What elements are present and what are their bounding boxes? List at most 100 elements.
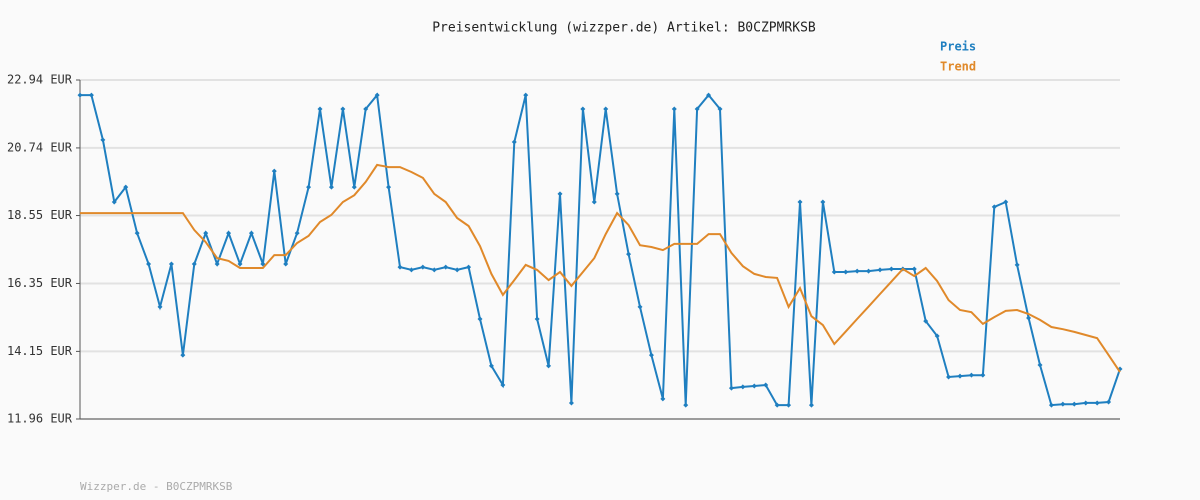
point [1026,315,1032,321]
point [866,268,872,274]
point [511,139,517,145]
point [820,199,826,205]
point [363,106,369,112]
point [591,199,597,205]
point [877,267,883,273]
point [957,373,963,379]
point [317,106,323,112]
point [374,92,380,98]
y-tick-label: 11.96 EUR [7,412,73,426]
point [523,92,529,98]
point [980,372,986,378]
point [1094,400,1100,406]
point [614,191,620,197]
point [340,106,346,112]
point [968,372,974,378]
point [683,402,689,408]
point [1003,199,1009,205]
point [637,304,643,310]
point [991,204,997,210]
point [271,168,277,174]
point [88,92,94,98]
point [134,230,140,236]
point [854,268,860,274]
point [717,106,723,112]
point [797,199,803,205]
point [111,199,117,205]
point [203,230,209,236]
point [1083,400,1089,406]
point [466,264,472,270]
point [431,267,437,273]
point [123,184,129,190]
point [603,106,609,112]
point [477,316,483,322]
point [294,230,300,236]
point [168,261,174,267]
point [534,316,540,322]
point [923,318,929,324]
series-line [80,92,1121,407]
point [351,184,357,190]
point [808,402,814,408]
point [831,269,837,275]
point [843,269,849,275]
legend-label: Preis [940,40,976,54]
point [934,333,940,339]
point [1071,401,1077,407]
point [671,106,677,112]
point [500,382,506,388]
point [283,261,289,267]
point [386,184,392,190]
point [191,261,197,267]
point [488,363,494,369]
point [728,385,734,391]
point [888,266,894,272]
point [751,383,757,389]
point [660,396,666,402]
point [546,363,552,369]
point [306,184,312,190]
point [1048,402,1054,408]
point [100,137,106,143]
y-tick-label: 22.94 EUR [7,73,73,87]
chart-title: Preisentwicklung (wizzper.de) Artikel: B… [432,21,816,36]
footer: Wizzper.de - B0CZPMRKSB [80,480,233,493]
point [786,402,792,408]
point [706,92,712,98]
point [1060,401,1066,407]
point [157,304,163,310]
y-tick-label: 14.15 EUR [7,344,73,358]
point [1037,362,1043,368]
y-tick-label: 18.55 EUR [7,208,73,222]
point [328,184,334,190]
point [226,230,232,236]
point [454,267,460,273]
point [648,352,654,358]
point [397,264,403,270]
point [1106,399,1112,405]
series-line [80,163,1121,373]
point [1014,262,1020,268]
point [420,264,426,270]
point [214,261,220,267]
point [557,191,563,197]
y-tick-label: 20.74 EUR [7,140,73,154]
legend-label: Trend [940,60,976,74]
point [946,374,952,380]
point [568,400,574,406]
y-tick-label: 16.35 EUR [7,276,73,290]
point [146,261,152,267]
point [911,266,917,272]
point [180,352,186,358]
point [443,264,449,270]
point [740,384,746,390]
point [694,106,700,112]
point [237,261,243,267]
point [77,92,83,98]
point [626,251,632,257]
point [774,402,780,408]
point [580,106,586,112]
